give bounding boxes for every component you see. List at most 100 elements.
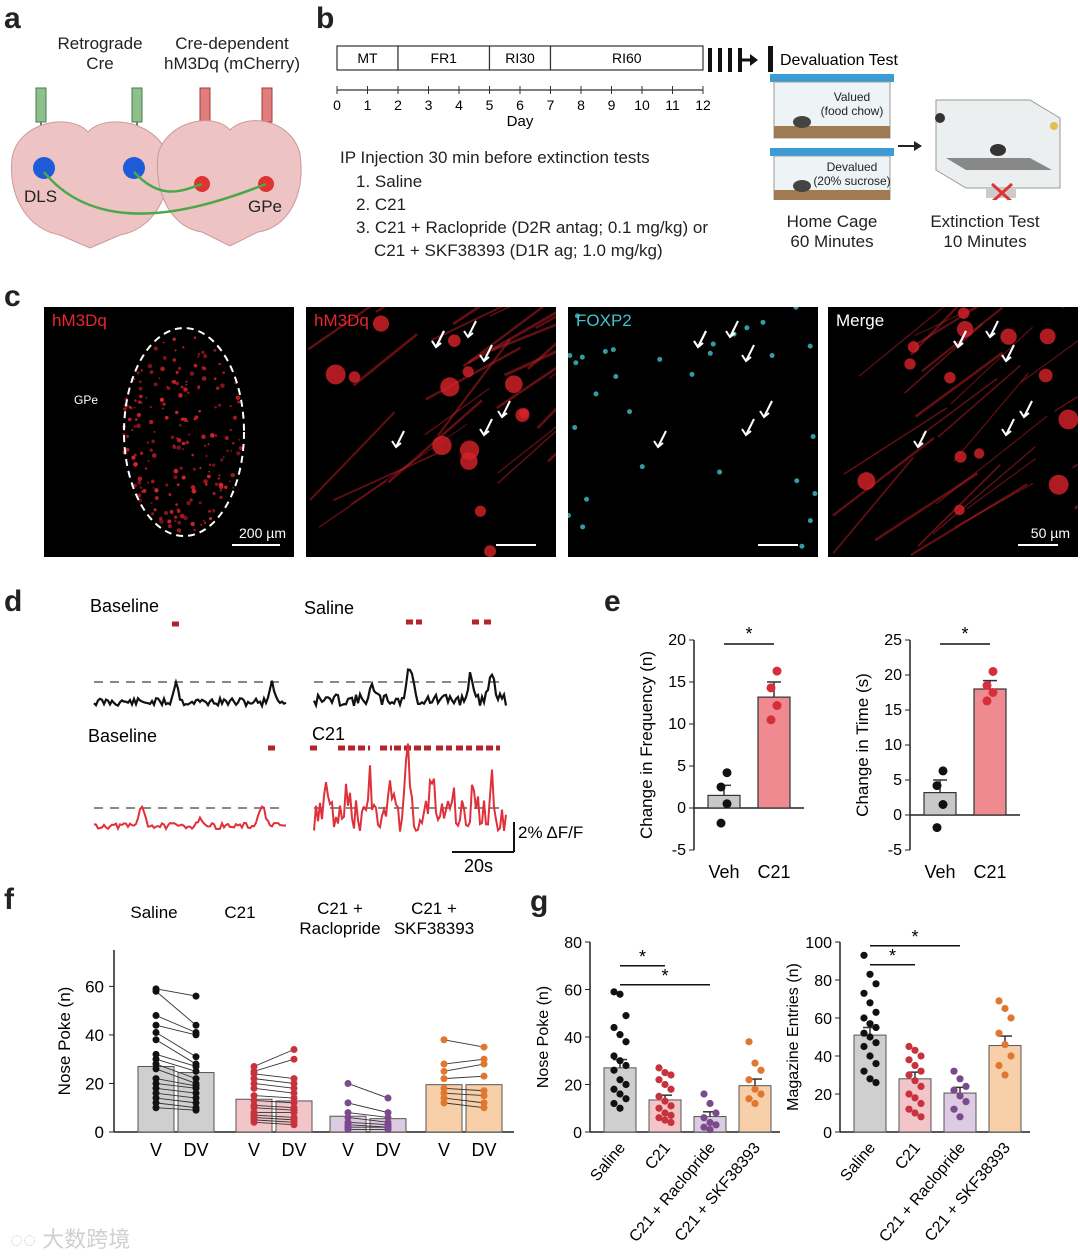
scale-bar-label: 50 µm — [1030, 525, 1070, 541]
micrograph-2: hM3Dq — [306, 307, 556, 557]
pair-line — [253, 1104, 295, 1109]
label-baseline-1: Baseline — [90, 596, 159, 616]
data-point — [872, 1008, 880, 1016]
data-point — [250, 1084, 258, 1092]
data-point — [655, 1104, 663, 1112]
data-point — [192, 992, 200, 1000]
panel-e-charts: -5 0 5 10 15 20 Change in Frequency (n) Veh C21 *… — [640, 624, 1020, 882]
data-point — [344, 1079, 352, 1087]
y-tick-label: 5 — [893, 772, 902, 789]
micrograph-label: Merge — [836, 311, 885, 330]
significance-star: * — [961, 624, 968, 644]
data-point — [661, 1080, 669, 1089]
data-point — [622, 1061, 630, 1070]
day-tick-label: 6 — [516, 97, 524, 113]
scale-bar-label: 200 µm — [239, 525, 286, 541]
data-point — [290, 1109, 298, 1117]
cell-arrow-icon — [431, 330, 445, 349]
event-markers — [172, 619, 500, 751]
data-point — [290, 1121, 298, 1129]
data-point — [152, 1099, 160, 1107]
data-point — [152, 1029, 160, 1037]
pair-line — [253, 1073, 295, 1080]
data-point — [384, 1109, 392, 1117]
data-point — [192, 1089, 200, 1097]
data-point — [152, 1065, 160, 1073]
data-point — [290, 1075, 298, 1083]
watermark-logo-icon: ◌◌ — [10, 1227, 43, 1252]
data-point — [905, 1105, 913, 1113]
data-point — [722, 799, 732, 809]
data-point — [905, 1071, 913, 1079]
data-point — [616, 1031, 624, 1039]
micrograph-signal — [568, 307, 818, 549]
data-point — [766, 715, 776, 725]
data-point — [480, 1043, 488, 1051]
data-point — [1001, 1004, 1009, 1013]
y-tick-label: 80 — [564, 935, 582, 952]
label-baseline-2: Baseline — [88, 726, 157, 746]
day-tick-label: 8 — [577, 97, 585, 113]
label-c21-trace: C21 — [312, 724, 345, 744]
trace-c21 — [313, 743, 507, 833]
data-point — [988, 688, 998, 697]
data-point — [911, 1061, 919, 1070]
day-tick-label: 7 — [547, 97, 555, 113]
ip-item-2: 2. C21 — [356, 195, 407, 214]
x-tick-label: V — [248, 1140, 260, 1160]
data-point — [866, 1075, 874, 1083]
data-point — [956, 1113, 964, 1121]
y-tick-label: 0 — [893, 807, 902, 824]
data-point — [956, 1092, 964, 1100]
data-point — [152, 1075, 160, 1083]
x-tick-label: C21 + SKF38393 — [922, 1140, 1014, 1245]
pair-line — [253, 1095, 295, 1099]
data-point — [716, 782, 726, 792]
significance-star: * — [639, 947, 646, 967]
extinction-chamber — [935, 99, 1061, 189]
data-point — [700, 1090, 708, 1098]
data-point — [667, 1111, 675, 1119]
data-point — [956, 1075, 964, 1083]
cell-arrow-icon — [1001, 344, 1015, 363]
pair-line — [155, 1024, 197, 1036]
x-tick-label: V — [438, 1140, 450, 1160]
data-point — [712, 1109, 720, 1117]
y-tick-label: -5 — [672, 842, 686, 859]
pair-line — [253, 1107, 295, 1111]
arrow-right-icon — [898, 141, 922, 151]
data-point — [192, 1084, 200, 1092]
bar-mean — [853, 1034, 887, 1133]
tick-marks-icon — [708, 46, 773, 72]
phase-label-1: FR1 — [431, 50, 458, 66]
data-point — [480, 1087, 488, 1095]
micrograph-label: hM3Dq — [314, 311, 369, 330]
pair-line — [443, 1087, 485, 1092]
pair-line — [347, 1116, 389, 1123]
cell-arrow-icon — [479, 344, 493, 363]
pair-line — [155, 1039, 197, 1065]
pair-line — [155, 1032, 197, 1058]
data-point — [622, 1038, 630, 1046]
data-point — [152, 1055, 160, 1063]
data-point — [480, 1104, 488, 1112]
data-point — [192, 1053, 200, 1061]
data-point — [1001, 1041, 1009, 1049]
data-point — [622, 1095, 630, 1103]
data-point — [995, 1061, 1003, 1070]
data-point — [860, 1042, 868, 1051]
y-tick-label: 10 — [668, 716, 686, 733]
y-tick-label: 20 — [884, 667, 902, 684]
extinction-test-label: Extinction Test 10 Minutes — [930, 212, 1040, 251]
cell-arrow-icon — [479, 418, 493, 437]
data-point — [152, 1079, 160, 1087]
y-tick-label: -5 — [888, 842, 902, 859]
x-tick-label: DV — [281, 1140, 306, 1160]
data-point — [905, 1042, 913, 1051]
data-point — [250, 1096, 258, 1104]
micrograph-label: FOXP2 — [576, 311, 632, 330]
data-point — [192, 1067, 200, 1075]
data-point — [860, 1014, 868, 1022]
cell-arrow-icon — [693, 330, 707, 349]
